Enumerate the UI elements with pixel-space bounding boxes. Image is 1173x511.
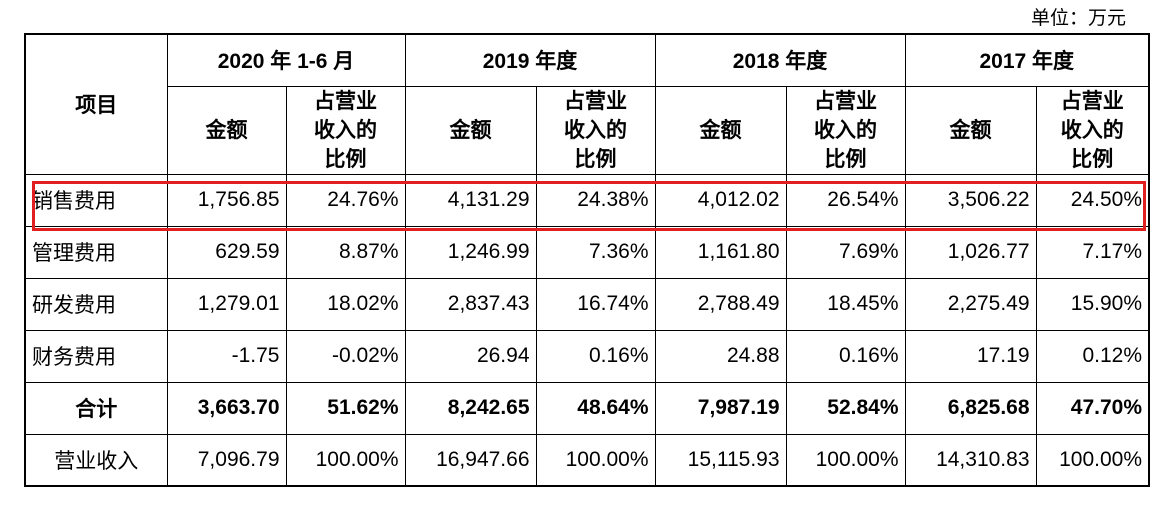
row-label: 销售费用 <box>24 173 168 227</box>
table-cell: 24.50% <box>1035 173 1150 227</box>
amount-header: 金额 <box>166 85 287 175</box>
table-row-selling-expense: 销售费用 1,756.85 24.76% 4,131.29 24.38% 4,0… <box>24 173 1150 227</box>
table-cell: 7.36% <box>535 225 656 279</box>
amount-header: 金额 <box>404 85 537 175</box>
period-header-2020h1: 2020 年 1-6 月 <box>166 33 406 87</box>
period-header-2019: 2019 年度 <box>404 33 656 87</box>
table-cell: 100.00% <box>285 433 406 487</box>
expense-table: 项目 2020 年 1-6 月 2019 年度 2018 年度 2017 年度 … <box>24 33 1151 487</box>
table-cell: 26.54% <box>785 173 906 227</box>
table-cell: 24.88 <box>654 329 787 383</box>
table-cell: 7,987.19 <box>654 381 787 435</box>
table-cell: 48.64% <box>535 381 656 435</box>
table-cell: 14,310.83 <box>904 433 1037 487</box>
table-row-operating-revenue: 营业收入 7,096.79 100.00% 16,947.66 100.00% … <box>24 433 1150 487</box>
header-row-years: 项目 2020 年 1-6 月 2019 年度 2018 年度 2017 年度 <box>24 33 1150 175</box>
table-row-admin-expense: 管理费用 629.59 8.87% 1,246.99 7.36% 1,161.8… <box>24 225 1150 279</box>
ratio-header: 占营业 收入的 比例 <box>285 85 406 175</box>
table-cell: 1,246.99 <box>404 225 537 279</box>
table-cell: 6,825.68 <box>904 381 1037 435</box>
ratio-header: 占营业 收入的 比例 <box>535 85 656 175</box>
table-cell: 24.38% <box>535 173 656 227</box>
table-cell: -1.75 <box>166 329 287 383</box>
table-cell: 16,947.66 <box>404 433 537 487</box>
table-cell: 15,115.93 <box>654 433 787 487</box>
table-cell: 2,788.49 <box>654 277 787 331</box>
table-cell: 7,096.79 <box>166 433 287 487</box>
table-cell: 16.74% <box>535 277 656 331</box>
table-cell: 0.12% <box>1035 329 1150 383</box>
table-cell: 1,161.80 <box>654 225 787 279</box>
table-cell: 8,242.65 <box>404 381 537 435</box>
table-row-finance-expense: 财务费用 -1.75 -0.02% 26.94 0.16% 24.88 0.16… <box>24 329 1150 383</box>
row-label: 管理费用 <box>24 225 168 279</box>
row-label: 财务费用 <box>24 329 168 383</box>
table-cell: 26.94 <box>404 329 537 383</box>
table-cell: 24.76% <box>285 173 406 227</box>
ratio-header: 占营业 收入的 比例 <box>1035 85 1150 175</box>
table-cell: 1,756.85 <box>166 173 287 227</box>
table-cell: 2,275.49 <box>904 277 1037 331</box>
table-cell: 4,012.02 <box>654 173 787 227</box>
table-cell: 8.87% <box>285 225 406 279</box>
header-row-subcolumns: 金额 占营业 收入的 比例 金额 占营业 收入的 比例 金额 占营业 收入的 比例 金额 占… <box>25 85 1150 175</box>
table-cell: 7.69% <box>785 225 906 279</box>
table-cell: 51.62% <box>285 381 406 435</box>
table-cell: 0.16% <box>785 329 906 383</box>
table-cell: 0.16% <box>535 329 656 383</box>
table-cell: 1,279.01 <box>166 277 287 331</box>
row-label: 营业收入 <box>24 433 168 487</box>
table-cell: 18.02% <box>285 277 406 331</box>
table-cell: 2,837.43 <box>404 277 537 331</box>
table-cell: 4,131.29 <box>404 173 537 227</box>
table-cell: 100.00% <box>785 433 906 487</box>
table-cell: 52.84% <box>785 381 906 435</box>
table-cell: 100.00% <box>1035 433 1150 487</box>
table-row-total: 合计 3,663.70 51.62% 8,242.65 48.64% 7,987… <box>24 381 1150 435</box>
period-header-2018: 2018 年度 <box>654 33 906 87</box>
table-cell: 3,506.22 <box>904 173 1037 227</box>
period-header-2017: 2017 年度 <box>904 33 1150 87</box>
row-label: 合计 <box>24 381 168 435</box>
amount-header: 金额 <box>904 85 1037 175</box>
table-cell: -0.02% <box>285 329 406 383</box>
row-label: 研发费用 <box>24 277 168 331</box>
item-column-header: 项目 <box>24 33 168 175</box>
table-cell: 17.19 <box>904 329 1037 383</box>
table-cell: 629.59 <box>166 225 287 279</box>
table-cell: 3,663.70 <box>166 381 287 435</box>
table-row-rnd-expense: 研发费用 1,279.01 18.02% 2,837.43 16.74% 2,7… <box>24 277 1150 331</box>
unit-label: 单位：万元 <box>1030 7 1126 29</box>
ratio-header: 占营业 收入的 比例 <box>785 85 906 175</box>
table-cell: 100.00% <box>535 433 656 487</box>
table-cell: 18.45% <box>785 277 906 331</box>
table-cell: 1,026.77 <box>904 225 1037 279</box>
table-cell: 47.70% <box>1035 381 1150 435</box>
table-cell: 15.90% <box>1035 277 1150 331</box>
table-cell: 7.17% <box>1035 225 1150 279</box>
amount-header: 金额 <box>654 85 787 175</box>
